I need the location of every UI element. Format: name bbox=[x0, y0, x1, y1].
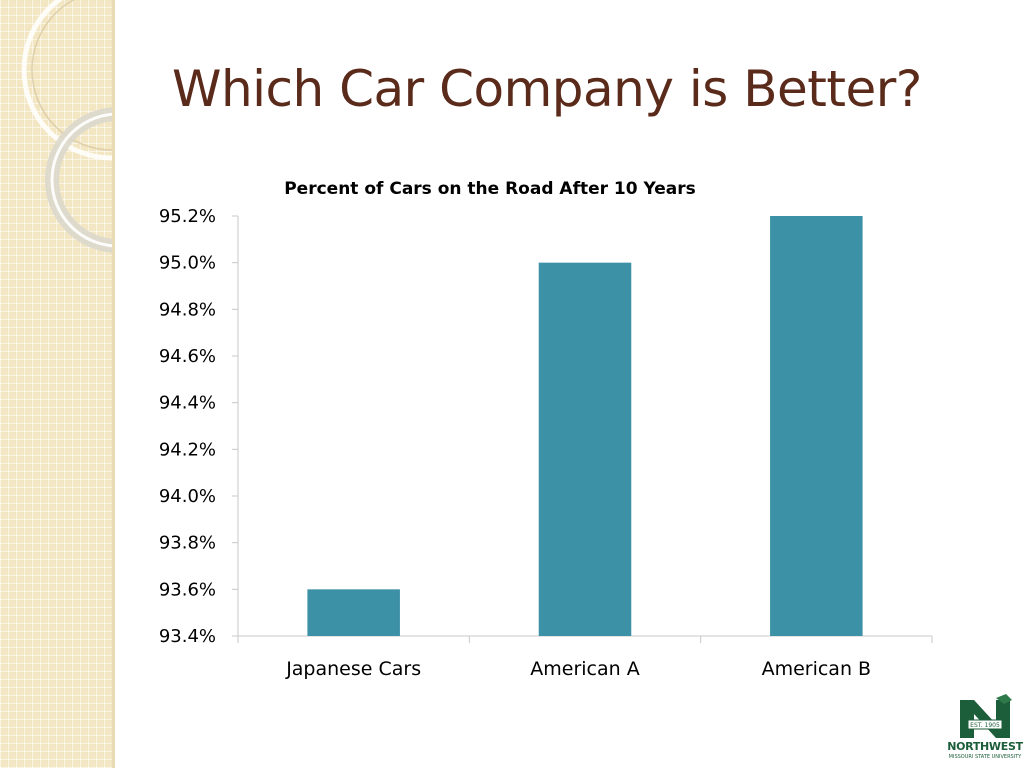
y-tick-label: 94.8% bbox=[159, 299, 216, 320]
university-logo: EST. 1905 NORTHWEST MISSOURI STATE UNIVE… bbox=[946, 694, 1024, 768]
bar-series bbox=[307, 216, 863, 636]
y-tick-label: 95.2% bbox=[159, 206, 216, 227]
category-label: Japanese Cars bbox=[285, 658, 421, 680]
y-axis: 93.4% 93.6% 93.8% 94.0% 94.2% 94.4% 94.6% 94.8%… bbox=[159, 206, 239, 647]
logo-subtext: MISSOURI STATE UNIVERSITY bbox=[948, 754, 1022, 760]
y-tick-label: 95.0% bbox=[159, 253, 216, 274]
y-tick-label: 94.4% bbox=[159, 393, 216, 414]
slide-title: Which Car Company is Better? bbox=[172, 60, 922, 118]
decorative-rings-icon bbox=[21, 0, 112, 253]
y-tick-label: 94.2% bbox=[159, 439, 216, 460]
category-labels: Japanese Cars American A American B bbox=[285, 658, 871, 680]
y-tick-label: 93.8% bbox=[159, 533, 216, 554]
logo-wordmark: NORTHWEST bbox=[947, 740, 1023, 753]
category-label: American A bbox=[530, 658, 639, 680]
category-label: American B bbox=[762, 658, 872, 680]
y-tick-label: 93.4% bbox=[159, 626, 216, 647]
chart-title: Percent of Cars on the Road After 10 Yea… bbox=[284, 179, 696, 199]
bar bbox=[770, 216, 863, 636]
x-axis bbox=[237, 635, 933, 643]
decorative-side-panel bbox=[0, 0, 115, 768]
y-tick-label: 94.0% bbox=[159, 486, 216, 507]
bar bbox=[307, 589, 400, 636]
y-tick-label: 94.6% bbox=[159, 346, 216, 367]
northwest-n-logo-icon: EST. 1905 bbox=[960, 694, 1012, 738]
y-tick-label: 93.6% bbox=[159, 579, 216, 600]
logo-badge-text: EST. 1905 bbox=[970, 722, 1000, 729]
bar bbox=[538, 262, 632, 636]
